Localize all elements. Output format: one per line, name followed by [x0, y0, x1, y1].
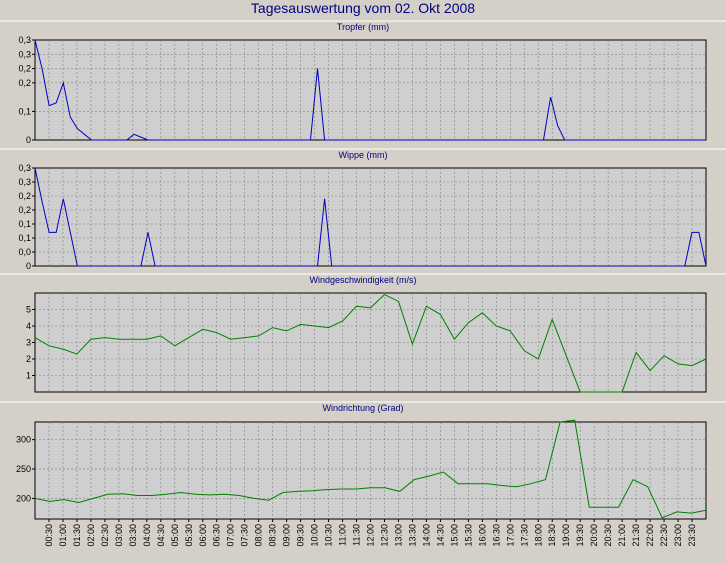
x-tick-label: 14:30	[435, 524, 445, 547]
x-tick-label: 11:00	[338, 524, 348, 546]
y-tick-label: 0,1	[18, 219, 31, 229]
x-tick-label: 23:30	[687, 524, 697, 547]
x-tick-label: 22:00	[645, 524, 655, 547]
series-line	[34, 167, 707, 267]
x-tick-label: 10:30	[324, 524, 334, 547]
x-tick-label: 12:00	[366, 524, 376, 547]
y-tick-label: 300	[16, 435, 31, 445]
x-tick-label: 21:30	[631, 524, 641, 547]
panel-title: Wippe (mm)	[339, 150, 388, 160]
x-tick-label: 03:30	[128, 524, 138, 547]
x-tick-label: 05:30	[184, 524, 194, 547]
series-line	[34, 294, 707, 393]
x-tick-label: 01:00	[58, 524, 68, 547]
x-tick-label: 09:30	[296, 524, 306, 547]
panel-title: Windgeschwindigkeit (m/s)	[309, 275, 416, 285]
x-tick-label: 20:30	[603, 524, 613, 547]
x-tick-label: 01:30	[72, 524, 82, 547]
x-tick-label: 07:00	[226, 524, 236, 547]
x-tick-label: 13:30	[407, 524, 417, 547]
x-tick-label: 06:30	[212, 524, 222, 547]
x-tick-label: 16:00	[477, 524, 487, 547]
y-tick-label: 0	[26, 261, 31, 271]
y-tick-label: 5	[26, 305, 31, 315]
x-tick-label: 19:00	[561, 524, 571, 547]
y-tick-label: 4	[26, 321, 31, 331]
page-title: Tagesauswertung vom 02. Okt 2008	[251, 0, 475, 16]
series-line	[34, 39, 706, 141]
x-tick-label: 11:30	[352, 524, 362, 546]
x-tick-label: 19:30	[575, 524, 585, 547]
y-tick-label: 2	[26, 354, 31, 364]
x-tick-label: 17:00	[505, 524, 515, 547]
y-tick-label: 0	[26, 135, 31, 145]
x-tick-label: 02:30	[100, 524, 110, 547]
panel-title: Tropfer (mm)	[337, 22, 389, 32]
y-tick-label: 0,1	[18, 233, 31, 243]
x-tick-label: 00:30	[44, 524, 54, 547]
x-tick-label: 23:00	[673, 524, 683, 547]
x-tick-label: 07:30	[240, 524, 250, 547]
y-tick-label: 0,2	[18, 78, 31, 88]
y-tick-label: 200	[16, 493, 31, 503]
y-tick-label: 0,2	[18, 205, 31, 215]
x-tick-label: 04:00	[142, 524, 152, 547]
y-tick-label: 0,2	[18, 191, 31, 201]
y-tick-label: 1	[26, 371, 31, 381]
x-tick-label: 02:00	[86, 524, 96, 547]
series-line	[34, 419, 707, 519]
y-tick-label: 0,3	[18, 163, 31, 173]
x-tick-label: 10:00	[310, 524, 320, 547]
x-tick-label: 12:30	[379, 524, 389, 547]
y-tick-label: 0,3	[18, 177, 31, 187]
y-tick-label: 0,3	[18, 49, 31, 59]
x-tick-label: 16:30	[491, 524, 501, 547]
x-tick-label: 05:00	[170, 524, 180, 547]
y-tick-label: 3	[26, 338, 31, 348]
y-tick-label: 0,0	[18, 247, 31, 257]
x-tick-label: 08:00	[254, 524, 264, 547]
y-tick-label: 0,2	[18, 64, 31, 74]
x-tick-label: 04:30	[156, 524, 166, 547]
x-tick-label: 15:30	[463, 524, 473, 547]
x-tick-label: 03:00	[114, 524, 124, 547]
x-tick-label: 14:00	[421, 524, 431, 547]
y-tick-label: 0,1	[18, 106, 31, 116]
x-tick-label: 13:00	[393, 524, 403, 547]
x-tick-label: 09:00	[282, 524, 292, 547]
x-tick-label: 22:30	[659, 524, 669, 547]
y-tick-label: 250	[16, 464, 31, 474]
panel-title: Windrichtung (Grad)	[322, 403, 403, 413]
x-tick-label: 08:30	[268, 524, 278, 547]
x-tick-label: 21:00	[617, 524, 627, 547]
x-tick-label: 18:00	[533, 524, 543, 547]
x-tick-label: 20:00	[589, 524, 599, 547]
y-tick-label: 0,3	[18, 35, 31, 45]
x-tick-label: 06:00	[198, 524, 208, 547]
x-tick-label: 15:00	[449, 524, 459, 547]
x-tick-label: 18:30	[547, 524, 557, 547]
x-tick-label: 17:30	[519, 524, 529, 547]
